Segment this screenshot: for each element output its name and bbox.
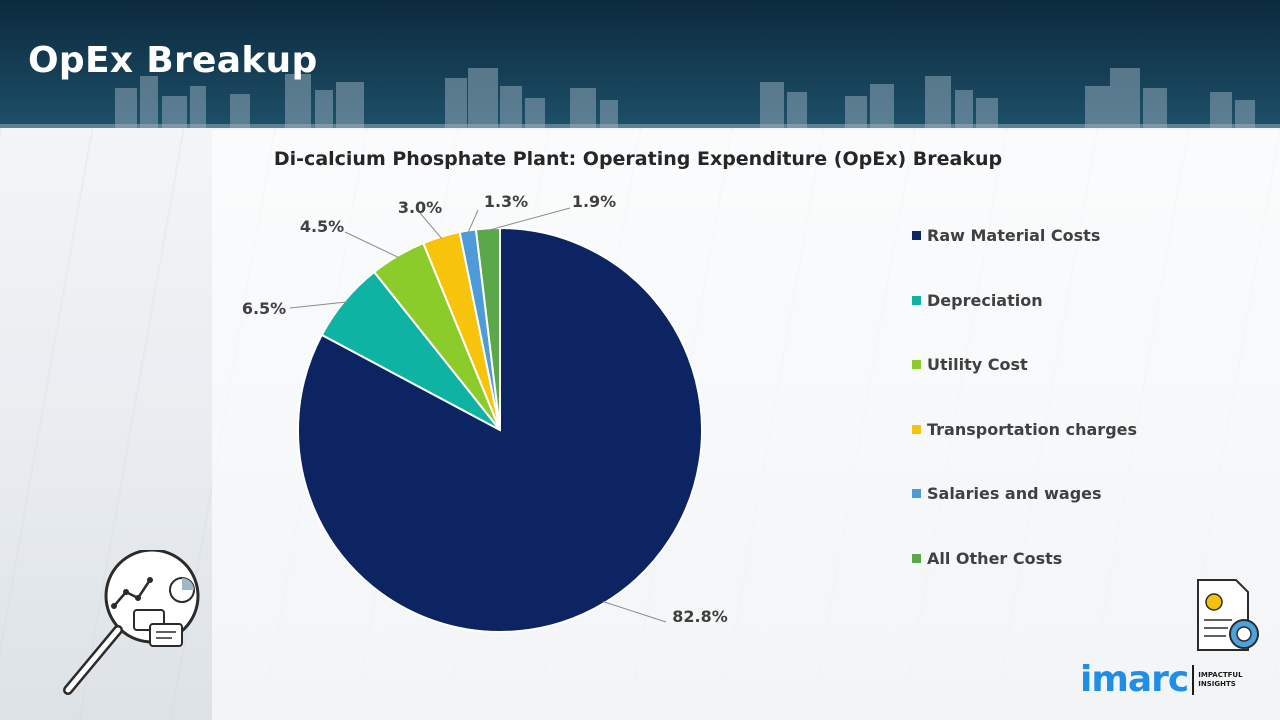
page-title: OpEx Breakup [28,40,318,81]
logo-separator [1192,665,1195,695]
legend-label: All Other Costs [927,549,1063,568]
data-label: 3.0% [398,198,442,217]
leader-line [289,301,347,309]
legend-label: Raw Material Costs [927,226,1101,245]
data-label: 1.9% [572,192,616,211]
legend-label: Salaries and wages [927,484,1102,504]
legend-swatch [912,554,921,563]
legend-swatch [912,295,921,305]
legend-label: Utility Cost [927,355,1028,375]
legend-swatch [912,231,921,240]
logo-tagline-line1: IMPACTFUL [1198,671,1243,679]
legend-item: Raw Material Costs [912,226,1100,245]
legend-swatch [912,360,921,370]
city-skyline-decoration [0,68,1280,128]
header-banner: OpEx Breakup [0,0,1280,128]
logo-tagline-line2: INSIGHTS [1198,680,1236,688]
chart-title: Di-calcium Phosphate Plant: Operating Ex… [273,148,1003,170]
leader-line [602,601,667,623]
leader-line [487,207,571,231]
legend-item: Depreciation [912,291,1043,310]
cost-document-icon [1197,579,1259,651]
legend-swatch [912,424,921,434]
legend-item: Salaries and wages [912,484,1102,503]
legend-swatch [912,489,921,499]
legend-label: Transportation charges [927,419,1138,439]
legend-item: Utility Cost [912,355,1028,374]
imarc-logo: imarc IMPACTFUL INSIGHTS [1080,662,1243,698]
data-label: 82.8% [672,607,728,626]
logo-wordmark: imarc [1080,659,1189,700]
data-label: 6.5% [242,299,286,318]
data-label: 4.5% [300,217,344,236]
logo-tagline: IMPACTFUL INSIGHTS [1198,671,1242,689]
legend-item: All Other Costs [912,549,1062,568]
leader-line [344,231,399,258]
pie-slice-all-other-costs [474,226,501,431]
leader-line [419,212,443,239]
leader-line [467,209,479,233]
data-label: 1.3% [484,192,528,211]
magnifier-analytics-icon [63,550,200,695]
legend-label: Depreciation [927,290,1043,310]
legend-item: Transportation charges [912,420,1137,439]
